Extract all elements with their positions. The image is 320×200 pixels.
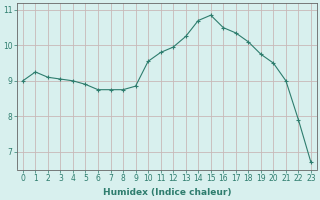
X-axis label: Humidex (Indice chaleur): Humidex (Indice chaleur)	[103, 188, 231, 197]
